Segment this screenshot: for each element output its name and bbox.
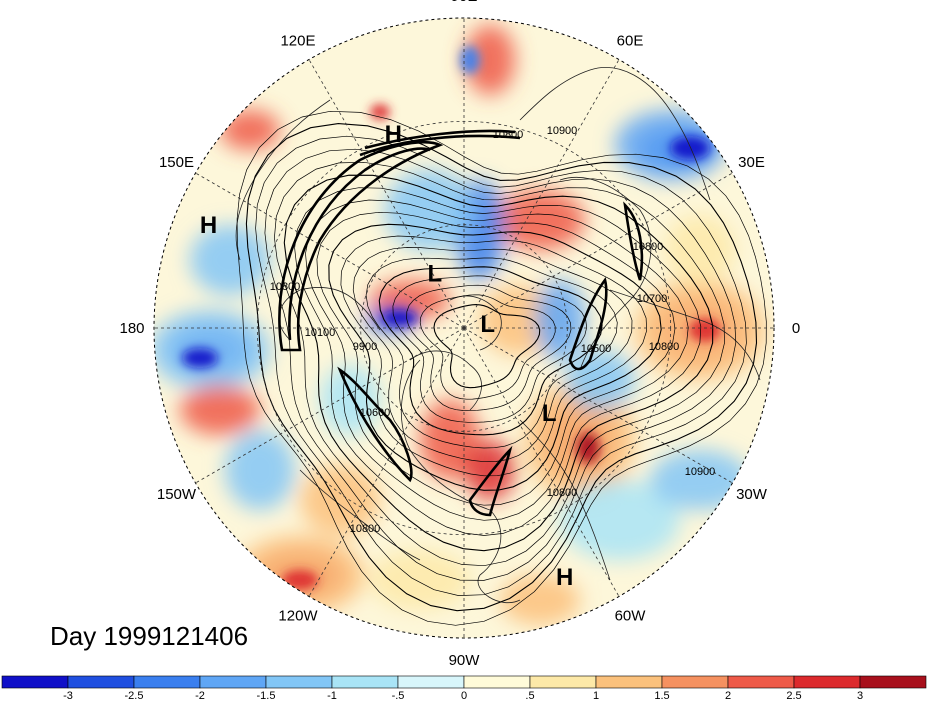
colorbar-swatch [859, 675, 927, 689]
colorbar-tick-label: .5 [525, 690, 534, 702]
contour-label-group: 10900 10800 10800 10700 10800 10500 10900 10800… [270, 125, 716, 535]
colorbar-tick-label: -2 [195, 690, 205, 702]
graticule [154, 18, 774, 638]
colorbar-swatch [199, 675, 267, 689]
low-pressure-label: L [542, 400, 557, 427]
longitude-label: 90W [449, 652, 481, 669]
longitude-label: 30E [738, 154, 765, 171]
longitude-label: 150E [159, 154, 194, 171]
colorbar-tick-label: -3 [63, 690, 73, 702]
colorbar-swatch [133, 675, 201, 689]
contour-label: 10800 [547, 487, 578, 499]
low-pressure-label: L [480, 311, 495, 338]
colorbar-swatch [463, 675, 531, 689]
colorbar-tick-label: -1 [327, 690, 337, 702]
colorbar-tick-label: -.5 [392, 690, 405, 702]
colorbar-swatch [661, 675, 729, 689]
colorbar-swatch [595, 675, 663, 689]
longitude-label: 120W [278, 608, 318, 625]
high-pressure-label: H [556, 564, 573, 591]
contour-label: 10800 [350, 523, 381, 535]
colorbar-swatch [331, 675, 399, 689]
low-pressure-label: L [428, 260, 443, 287]
contour-label: 10500 [581, 343, 612, 355]
longitude-label: 0 [792, 320, 800, 337]
colorbar-tick-label: 1.5 [654, 690, 669, 702]
contour-label: 10800 [493, 129, 524, 141]
colorbar-swatch [265, 675, 333, 689]
colorbar: -3 -2.5 -2 -1.5 -1 -.5 0 .5 1 1.5 2 2.5 3 [1, 675, 927, 702]
longitude-label: 120E [280, 32, 315, 49]
colorbar-swatch [1, 675, 69, 689]
colorbar-tick-label: 2.5 [786, 690, 801, 702]
anomaly-field [154, 18, 774, 638]
colorbar-tick-label: -1.5 [257, 690, 276, 702]
contour-label: 10800 [649, 341, 680, 353]
contour-label: 10800 [270, 281, 301, 293]
longitude-label: 60E [617, 32, 644, 49]
longitude-label: 60W [615, 608, 647, 625]
high-pressure-label: H [385, 121, 402, 148]
longitude-labels: 90E 60E 30E 0 30W 60W 90W 120W 150W 180 150E 120E [119, 0, 800, 669]
longitude-label: 180 [119, 320, 144, 337]
contour-label: 9900 [353, 341, 377, 353]
colorbar-swatch [397, 675, 465, 689]
colorbar-tick-label: 1 [593, 690, 599, 702]
colorbar-swatch [793, 675, 861, 689]
contour-label: 10900 [547, 125, 578, 137]
contour-label: 10700 [637, 293, 668, 305]
contour-label: 10800 [633, 241, 664, 253]
contour-label: 10600 [360, 407, 391, 419]
date-label: Day 1999121406 [50, 621, 248, 651]
height-contours [236, 110, 767, 626]
pressure-centers: H H L L L H [200, 121, 573, 591]
colorbar-tick-label: -2.5 [125, 690, 144, 702]
longitude-label: 90E [451, 0, 478, 5]
longitude-label: 30W [736, 486, 768, 503]
high-pressure-label: H [200, 212, 217, 239]
map-boundary [153, 17, 775, 639]
colorbar-tick-label: 0 [461, 690, 467, 702]
colorbar-swatch [529, 675, 597, 689]
contour-label: 10100 [305, 327, 336, 339]
contour-label: 10900 [685, 466, 716, 478]
colorbar-swatch [727, 675, 795, 689]
coastlines [235, 67, 761, 604]
colorbar-tick-label: 3 [857, 690, 863, 702]
colorbar-swatch [67, 675, 135, 689]
colorbar-tick-label: 2 [725, 690, 731, 702]
jet-contours [278, 129, 644, 517]
longitude-label: 150W [157, 486, 197, 503]
